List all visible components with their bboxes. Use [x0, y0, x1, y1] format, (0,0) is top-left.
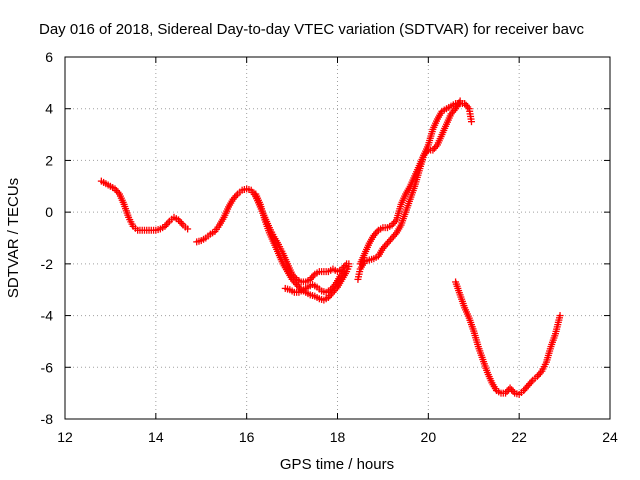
x-tick-label: 24 [602, 429, 618, 445]
y-tick-label: 2 [45, 152, 53, 168]
data-point [556, 312, 564, 320]
data-point [345, 262, 353, 270]
y-tick-label: -8 [41, 411, 54, 427]
y-axis-label: SDTVAR / TECUs [5, 178, 22, 298]
x-axis-label: GPS time / hours [280, 456, 394, 473]
data-marks [97, 97, 564, 398]
y-tick-label: 0 [45, 204, 53, 220]
x-tick-label: 14 [148, 429, 164, 445]
y-tick-label: -2 [41, 256, 54, 272]
grid-lines [65, 57, 610, 419]
y-tick-label: 6 [45, 49, 53, 65]
x-tick-label: 20 [421, 429, 437, 445]
y-tick-label: -6 [41, 359, 54, 375]
chart-title: Day 016 of 2018, Sidereal Day-to-day VTE… [39, 21, 584, 38]
x-tick-label: 12 [57, 429, 73, 445]
data-point [456, 97, 464, 105]
x-tick-label: 18 [330, 429, 346, 445]
y-tick-label: 4 [45, 101, 53, 117]
data-point [184, 225, 192, 233]
x-tick-label: 16 [239, 429, 255, 445]
x-tick-label: 22 [511, 429, 527, 445]
data-point [467, 118, 475, 126]
y-tick-label: -4 [41, 308, 54, 324]
data-point [340, 268, 348, 276]
